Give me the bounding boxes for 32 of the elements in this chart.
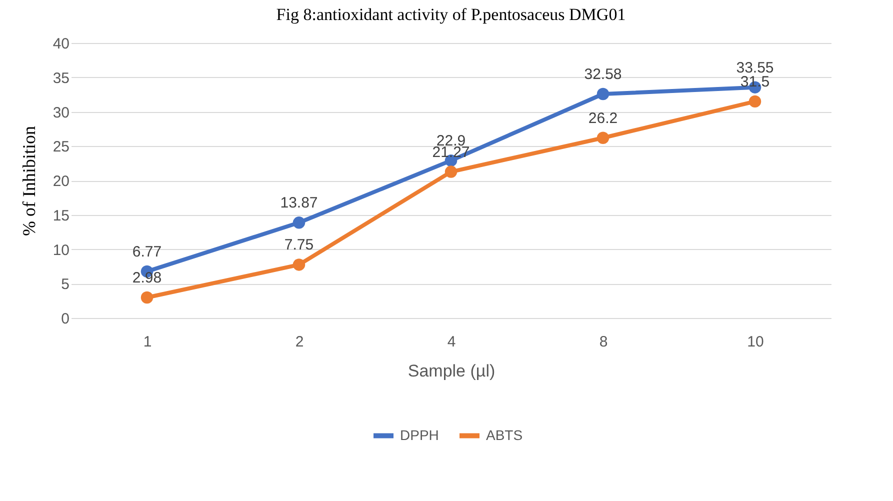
point (292, 258, 306, 271)
data-label: 26.2 (588, 110, 618, 127)
chart-title: Fig 8:antioxidant activity of P.pentosaceus DMG01 (276, 5, 626, 24)
point (748, 95, 762, 108)
x-tick-label: 4 (447, 334, 456, 350)
point (140, 291, 154, 304)
legend-label: DPPH (400, 426, 439, 443)
data-label: 13.87 (280, 194, 318, 212)
x-tick-label: 10 (747, 334, 764, 350)
x-tick-label: 8 (599, 334, 608, 350)
y-tick-label: 10 (52, 242, 70, 259)
y-tick-label: 0 (61, 310, 70, 328)
y-tick-label: 35 (52, 70, 70, 87)
data-label: 32.58 (584, 66, 622, 84)
y-tick-label: 25 (52, 138, 70, 156)
point (292, 216, 306, 229)
y-tick-label: 40 (52, 36, 70, 52)
y-tick-label: 30 (52, 104, 70, 122)
x-axis-title: Sample (µl) (408, 362, 496, 380)
y-tick-label: 20 (52, 173, 70, 190)
point (444, 166, 458, 178)
y-tick-label: 5 (61, 276, 70, 294)
y-axis-title: % of Inhibition (18, 126, 39, 236)
data-label: 7.75 (284, 236, 314, 254)
point (596, 132, 610, 144)
legend-label: ABTS (486, 426, 523, 443)
data-label: 6.77 (132, 243, 162, 260)
x-tick-label: 2 (295, 334, 304, 350)
point (596, 88, 610, 100)
x-tick-label: 1 (143, 334, 152, 350)
y-tick-label: 15 (52, 207, 70, 224)
data-label: 2.98 (132, 270, 162, 287)
